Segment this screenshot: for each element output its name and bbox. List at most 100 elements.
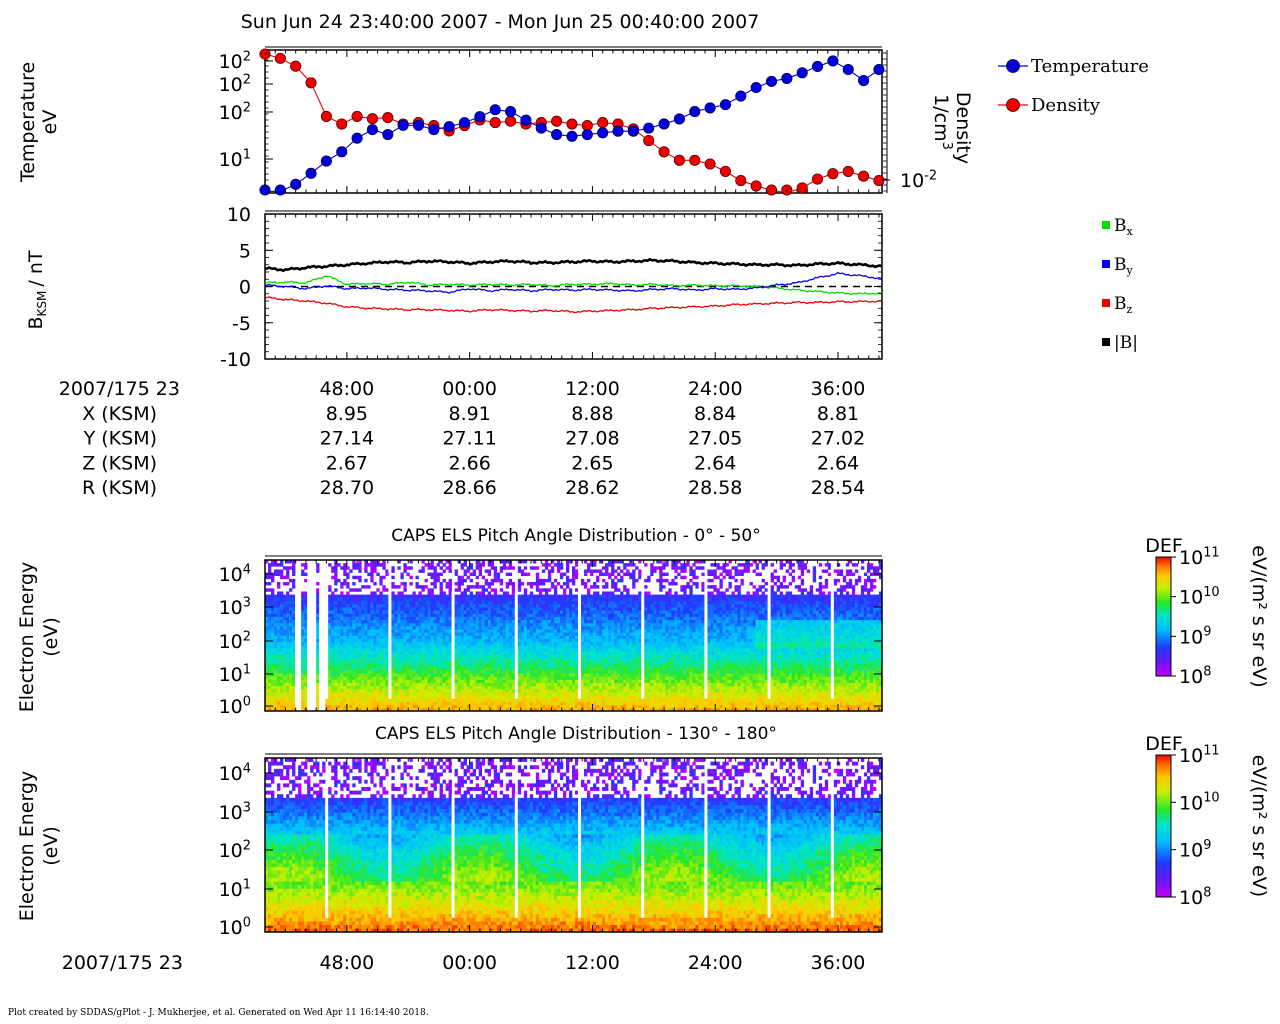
spectrogram-cell — [481, 666, 486, 671]
spectrogram-cell — [568, 657, 573, 661]
spectrogram-cell — [310, 594, 314, 599]
spectrogram-cell — [349, 673, 353, 677]
spectrogram-cell — [490, 629, 495, 633]
spectrogram-cell — [385, 651, 389, 655]
spectrogram-cell — [523, 654, 528, 658]
spectrogram-cell — [442, 685, 446, 690]
spectrogram-cell — [505, 666, 510, 671]
spectrogram-cell — [322, 638, 326, 643]
spectrogram-cell — [575, 676, 579, 680]
spectrogram-cell — [337, 657, 341, 661]
spectrogram-cell — [400, 654, 404, 658]
spectrogram-cell — [578, 685, 582, 690]
spectrogram-cell — [328, 673, 332, 677]
spectrogram-cell — [301, 641, 305, 646]
spectrogram-cell — [493, 572, 498, 577]
spectrogram-cell — [382, 626, 386, 630]
spectrogram-cell — [316, 591, 320, 595]
spectrogram-cell — [337, 648, 341, 652]
ephemeris-row-label: X (KSM) — [82, 403, 157, 425]
spectrogram-cell — [466, 622, 470, 627]
spectrogram-cell — [370, 569, 374, 573]
spectrogram-cell — [526, 572, 531, 577]
spectrogram-cell — [340, 648, 344, 652]
spectrogram-cell — [581, 663, 585, 668]
spectrogram-cell — [511, 679, 516, 683]
spectrogram-cell — [346, 651, 350, 655]
spectrogram-cell — [367, 629, 371, 633]
spectrogram-cell — [268, 597, 272, 602]
spectrogram-cell — [532, 670, 537, 674]
spectrogram-cell — [578, 666, 582, 671]
spectrogram-cell — [427, 597, 431, 602]
spectrogram-cell — [358, 651, 362, 655]
spectrogram-cell — [439, 698, 443, 702]
spectrogram-cell — [328, 616, 332, 621]
spectrogram-cell — [535, 660, 540, 665]
spectrogram-cell — [532, 613, 537, 617]
spectrogram-cell — [433, 629, 437, 633]
spectrogram-cell — [289, 629, 293, 633]
spectrogram-cell — [397, 591, 401, 595]
spectrogram-cell — [301, 610, 305, 614]
b-tick-label: 5 — [239, 240, 251, 262]
spectrogram-cell — [460, 698, 464, 702]
spectrogram-cell — [298, 670, 302, 674]
spectrogram-cell — [469, 685, 473, 690]
spectrogram-cell — [502, 704, 507, 709]
spectrogram-cell — [466, 641, 470, 646]
spectrogram-cell — [496, 629, 501, 633]
spectrogram-cell — [307, 632, 311, 636]
spectrogram-cell — [445, 698, 449, 702]
spectrogram-cell — [568, 701, 573, 706]
spectrogram-cell — [319, 629, 323, 633]
spectrogram-cell — [277, 707, 281, 712]
spectrogram-cell — [484, 626, 489, 630]
spectrogram-cell — [584, 654, 588, 658]
spectrogram-cell — [349, 688, 353, 693]
spectrogram-cell — [343, 673, 347, 677]
spectrogram-cell — [529, 685, 534, 690]
spectrogram-cell — [544, 607, 549, 611]
spectrogram-cell — [478, 695, 482, 699]
spectrogram-cell — [271, 635, 275, 639]
spectrogram-cell — [445, 692, 449, 696]
spectrogram-cell — [418, 622, 422, 627]
spectrogram-cell — [481, 613, 486, 617]
spectrogram-cell — [505, 685, 510, 690]
spectrogram-cell — [289, 600, 293, 605]
spectrogram-cell — [409, 670, 413, 674]
spectrogram-cell — [511, 707, 516, 712]
spectrogram-cell — [475, 654, 479, 658]
spectrogram-cell — [355, 644, 359, 649]
spectrogram-cell — [547, 707, 552, 712]
spectrogram-cell — [403, 704, 407, 709]
spectrogram-cell — [307, 679, 311, 683]
spectrogram-cell — [415, 610, 419, 614]
spectrogram-cell — [268, 566, 272, 570]
spectrogram-cell — [400, 575, 404, 580]
spectrogram-cell — [451, 657, 455, 661]
spectrogram-cell — [439, 660, 443, 665]
spectrogram-cell — [466, 597, 470, 602]
spectrogram-cell — [355, 638, 359, 643]
spectrogram-cell — [304, 566, 308, 570]
spectrogram-cell — [475, 632, 479, 636]
spectrogram-cell — [505, 607, 510, 611]
spectrogram-cell — [301, 597, 305, 602]
spectrogram-cell — [316, 676, 320, 680]
spectrogram-cell — [430, 698, 434, 702]
spectrogram-cell — [271, 685, 275, 690]
spectrogram-cell — [346, 607, 350, 611]
spectrogram-cell — [277, 644, 281, 649]
spectrogram-cell — [292, 663, 296, 668]
spectrogram-cell — [319, 600, 323, 605]
legend-b-z-label: Bz — [1114, 294, 1133, 316]
spectrogram-cell — [292, 632, 296, 636]
spectrogram-cell — [578, 594, 582, 599]
spectrogram-cell — [457, 626, 461, 630]
spectrogram-cell — [418, 701, 422, 706]
spectrogram-cell — [307, 676, 311, 680]
spectrogram-cell — [295, 695, 299, 699]
spectrogram-cell — [460, 663, 464, 668]
